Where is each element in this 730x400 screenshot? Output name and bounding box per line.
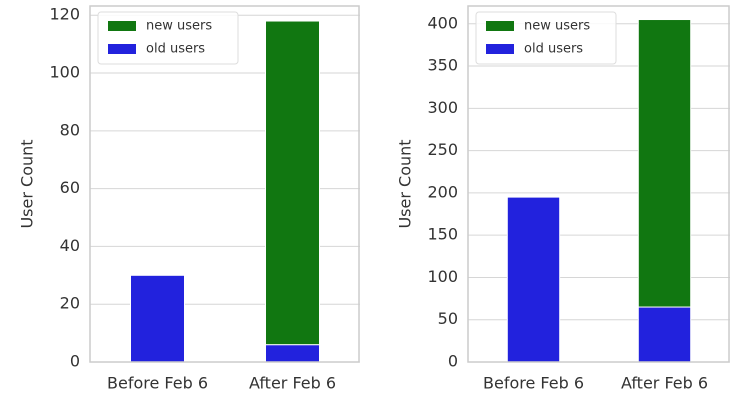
y-tick-label: 60 (60, 178, 80, 197)
y-tick-label: 0 (448, 352, 458, 371)
y-tick-label: 200 (427, 182, 458, 201)
legend-label: new users (146, 19, 212, 34)
legend-swatch (486, 44, 514, 54)
y-tick-label: 20 (60, 294, 80, 313)
axes-frame (467, 5, 730, 363)
y-tick-label: 0 (70, 352, 80, 371)
y-tick-label: 40 (60, 236, 80, 255)
bar-segment (265, 344, 320, 363)
bar-segment (637, 306, 692, 363)
y-tick-label: 100 (49, 63, 80, 82)
bar-segment (506, 196, 561, 363)
legend-swatch (486, 21, 514, 31)
y-tick-label: 80 (60, 120, 80, 139)
axes-frame (89, 5, 360, 363)
x-tick-label: Before Feb 6 (107, 374, 208, 393)
y-tick-label: 300 (427, 98, 458, 117)
legend-swatch (108, 21, 136, 31)
y-axis-label: User Count (396, 139, 415, 228)
x-tick-label: After Feb 6 (621, 374, 708, 393)
y-axis-label: User Count (18, 139, 37, 228)
legend-swatch (108, 44, 136, 54)
y-tick-label: 120 (49, 5, 80, 24)
y-tick-label: 400 (427, 13, 458, 32)
y-tick-label: 250 (427, 140, 458, 159)
bar-segment (637, 19, 692, 308)
y-tick-label: 50 (438, 309, 458, 328)
legend-label: new users (524, 19, 590, 34)
x-tick-label: After Feb 6 (249, 374, 336, 393)
y-tick-label: 150 (427, 225, 458, 244)
bar-segment (265, 20, 320, 346)
y-tick-label: 350 (427, 56, 458, 75)
bar-segment (130, 274, 185, 363)
legend-label: old users (146, 42, 205, 57)
y-tick-label: 100 (427, 267, 458, 286)
x-tick-label: Before Feb 6 (483, 374, 584, 393)
legend-label: old users (524, 42, 583, 57)
